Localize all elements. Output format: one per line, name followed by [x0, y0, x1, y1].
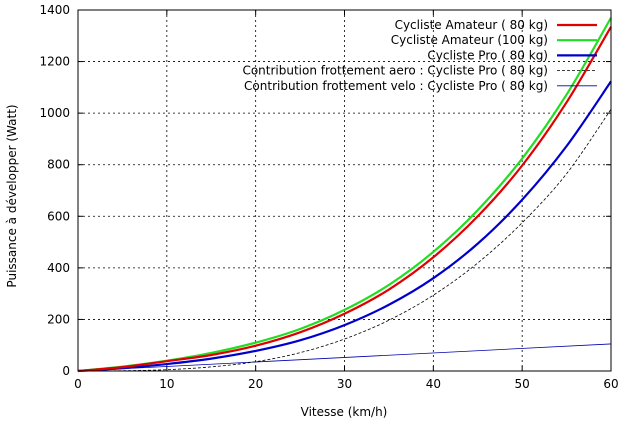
legend-label: Contribution frottement velo : Cycliste …	[244, 79, 548, 93]
x-axis-ticks: 0 10 20 30 40 50 60	[74, 10, 619, 391]
y-tick-label: 400	[47, 261, 70, 275]
series-line	[77, 26, 612, 373]
legend-label: Cycliste Pro ( 80 kg)	[427, 48, 548, 62]
legend-label: Contribution frottement aero : Cycliste …	[242, 64, 548, 78]
legend-label: Cycliste Amateur ( 80 kg)	[395, 18, 548, 32]
x-tick-label: 10	[159, 377, 174, 391]
grid	[78, 10, 611, 371]
x-tick-label: 60	[603, 377, 618, 391]
x-tick-label: 30	[337, 377, 352, 391]
x-tick-label: 0	[74, 377, 82, 391]
y-axis-label: Puissance à développer (Watt)	[5, 104, 19, 287]
legend: Cycliste Amateur ( 80 kg)Cycliste Amateu…	[242, 18, 597, 93]
x-tick-label: 50	[515, 377, 530, 391]
x-tick-label: 20	[248, 377, 263, 391]
series-lines	[77, 17, 612, 373]
y-tick-label: 200	[47, 312, 70, 326]
plot-frame	[77, 9, 612, 372]
y-tick-label: 0	[62, 364, 70, 378]
series-line	[77, 343, 612, 372]
y-tick-label: 600	[47, 209, 70, 223]
y-tick-label: 1200	[39, 55, 70, 69]
x-axis-label: Vitesse (km/h)	[301, 405, 388, 419]
y-tick-label: 1000	[39, 106, 70, 120]
y-tick-label: 800	[47, 158, 70, 172]
legend-label: Cycliste Amateur (100 kg)	[391, 33, 548, 47]
y-tick-label: 1400	[39, 3, 70, 17]
series-line	[77, 80, 612, 373]
x-tick-label: 40	[426, 377, 441, 391]
y-axis-ticks: 0 200 400 600 800 1000 1200 1400	[39, 3, 611, 378]
